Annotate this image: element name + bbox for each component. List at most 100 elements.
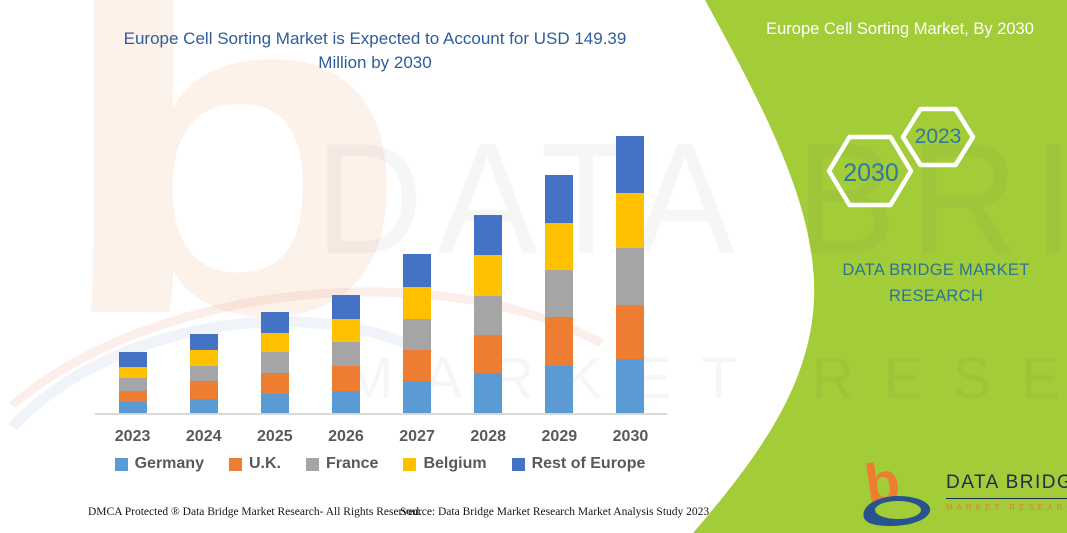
bar-segment-2026-germany	[331, 391, 360, 414]
stacked-bar-2026	[331, 294, 360, 414]
bar-column-2023	[97, 114, 168, 414]
hexagon-label-2023: 2023	[914, 125, 962, 148]
legend-item-germany: Germany	[114, 455, 204, 473]
bar-segment-2030-germany	[616, 358, 645, 414]
bar-segment-2027-rest-of-europe	[403, 254, 432, 288]
bar-column-2025	[239, 114, 310, 414]
bar-segment-2029-u-k-	[545, 317, 574, 366]
stacked-bar-2028	[474, 215, 503, 414]
chart-legend: Germany U.K. France Belgium Rest of Europe	[80, 455, 680, 473]
bar-segment-2025-u-k-	[260, 372, 289, 394]
bar-segment-2026-u-k-	[331, 366, 360, 392]
bar-segment-2025-rest-of-europe	[260, 311, 289, 333]
legend-item-france: France	[305, 455, 379, 473]
bar-segment-2024-u-k-	[189, 381, 218, 399]
legend-swatch-icon	[305, 457, 319, 471]
x-axis-label-2027: 2027	[399, 428, 435, 445]
bar-segment-2023-rest-of-europe	[118, 352, 147, 368]
chart-title: Europe Cell Sorting Market is Expected t…	[70, 27, 680, 75]
bar-segment-2028-u-k-	[474, 334, 503, 374]
data-bridge-logo: b DATA BRIDGE MARKET RESEARCH	[860, 456, 1067, 526]
green-panel-shape	[693, 0, 1067, 533]
bar-segment-2030-belgium	[616, 192, 645, 248]
logo-name: DATA BRIDGE	[946, 472, 1067, 499]
legend-swatch-icon	[403, 457, 417, 471]
chart-title-line2: Million by 2030	[318, 53, 432, 73]
bar-segment-2029-france	[545, 269, 574, 318]
side-panel-title: Europe Cell Sorting Market, By 2030	[766, 20, 1034, 38]
bar-segment-2026-rest-of-europe	[331, 294, 360, 320]
legend-label: Belgium	[423, 455, 487, 472]
bar-segment-2023-germany	[118, 401, 147, 414]
legend-swatch-icon	[228, 457, 242, 471]
brand-wordmark: DATA BRIDGE MARKET RESEARCH	[842, 261, 1030, 305]
bar-segment-2029-rest-of-europe	[545, 174, 574, 223]
bar-segment-2027-germany	[403, 380, 432, 414]
legend-label: France	[325, 455, 379, 472]
hexagon-2023	[900, 106, 976, 168]
bar-segment-2024-belgium	[189, 350, 218, 367]
x-axis-label-2030: 2030	[612, 428, 649, 445]
x-axis-line	[95, 413, 667, 415]
bar-segment-2028-germany	[474, 373, 503, 414]
bar-column-2029	[524, 114, 595, 414]
bar-segment-2023-france	[118, 378, 147, 391]
x-axis-label-2026: 2026	[328, 428, 364, 445]
data-bridge-logo-icon: b	[861, 456, 931, 526]
bar-segment-2025-germany	[260, 393, 289, 414]
bar-segment-2025-belgium	[260, 332, 289, 353]
legend-item-belgium: Belgium	[403, 455, 487, 473]
bar-column-2024	[168, 114, 239, 414]
legend-item-rest-of-europe: Rest of Europe	[511, 455, 646, 473]
bar-plot-area	[97, 114, 666, 414]
bar-segment-2024-france	[189, 366, 218, 382]
legend-swatch-icon	[511, 457, 525, 471]
footer-source: Source: Data Bridge Market Research Mark…	[400, 506, 710, 518]
stacked-bar-2023	[118, 352, 147, 414]
footer-copyright: DMCA Protected ® Data Bridge Market Rese…	[88, 506, 422, 518]
bar-segment-2028-france	[474, 295, 503, 335]
x-axis-labels: 2023 2024 2025 2026 2027 2028 2029 2030	[97, 428, 666, 446]
x-axis-label-2023: 2023	[114, 428, 151, 445]
bar-segment-2030-rest-of-europe	[616, 136, 645, 193]
bar-segment-2026-belgium	[331, 319, 360, 342]
legend-label: Rest of Europe	[531, 455, 646, 472]
bar-segment-2028-rest-of-europe	[474, 215, 503, 255]
bar-segment-2023-belgium	[118, 367, 147, 379]
bar-segment-2024-germany	[189, 398, 218, 414]
bar-segment-2027-france	[403, 318, 432, 350]
bar-segment-2025-france	[260, 352, 289, 373]
stacked-bar-2027	[403, 254, 432, 414]
x-axis-label-2028: 2028	[470, 428, 506, 445]
bar-column-2028	[453, 114, 524, 414]
legend-item-u-k-: U.K.	[228, 455, 281, 473]
bar-column-2030	[595, 114, 666, 414]
bar-segment-2027-belgium	[403, 287, 432, 319]
x-axis-label-2024: 2024	[185, 428, 222, 445]
bar-segment-2023-u-k-	[118, 390, 147, 402]
x-axis-label-2025: 2025	[257, 428, 293, 445]
bar-segment-2030-u-k-	[616, 304, 645, 359]
legend-label: U.K.	[248, 455, 281, 472]
stacked-bar-2030	[616, 136, 645, 414]
x-axis-label-2029: 2029	[541, 428, 578, 445]
bar-segment-2028-belgium	[474, 254, 503, 296]
bar-segment-2029-germany	[545, 365, 574, 414]
chart-title-line1: Europe Cell Sorting Market is Expected t…	[123, 29, 627, 48]
hexagon-2030	[826, 134, 914, 208]
logo-tagline: MARKET RESEARCH	[946, 503, 1067, 512]
bar-column-2027	[382, 114, 453, 414]
logo-text-block: DATA BRIDGE MARKET RESEARCH	[946, 472, 1067, 512]
stacked-bar-2029	[545, 174, 574, 414]
bar-segment-2030-france	[616, 247, 645, 305]
bar-segment-2026-france	[331, 341, 360, 367]
bar-column-2026	[310, 114, 381, 414]
stacked-bar-2025	[260, 311, 289, 414]
hexagon-label-2030: 2030	[843, 159, 899, 187]
bar-segment-2027-u-k-	[403, 349, 432, 381]
bar-segment-2024-rest-of-europe	[189, 333, 218, 351]
stacked-bar-2024	[189, 333, 218, 414]
